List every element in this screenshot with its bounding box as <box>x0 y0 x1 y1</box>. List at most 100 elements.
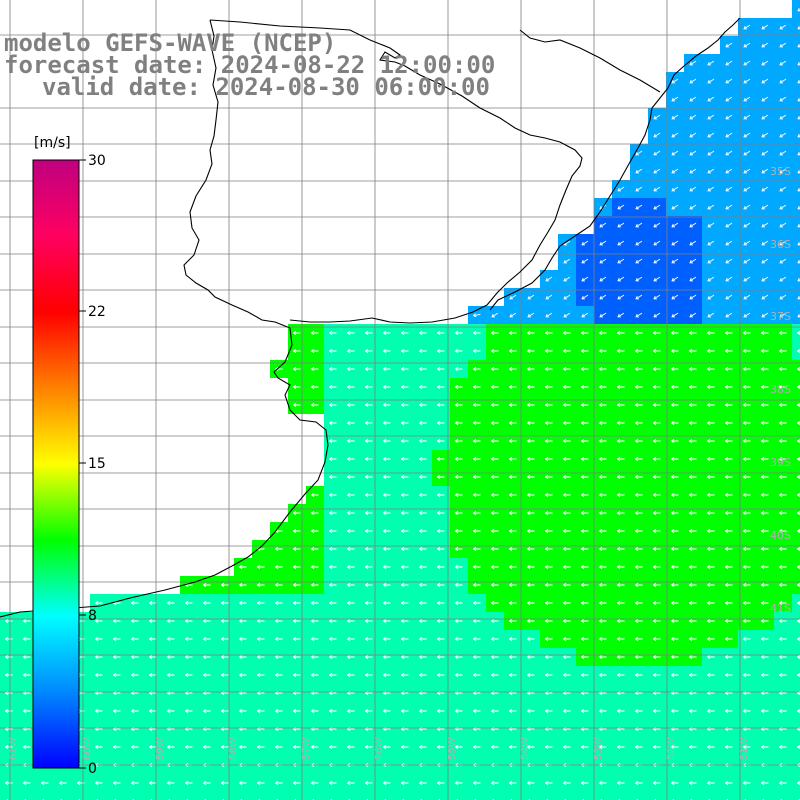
wind-arrow <box>310 582 319 588</box>
wind-arrow <box>328 636 337 642</box>
wind-arrow <box>778 600 787 606</box>
wind-arrow <box>616 438 625 444</box>
wind-arrow <box>706 366 715 372</box>
wind-arrow <box>544 456 553 462</box>
wind-arrow <box>490 546 499 552</box>
wind-arrow <box>202 618 211 624</box>
wind-arrow <box>779 186 787 192</box>
wind-arrow <box>310 672 319 678</box>
field-cell <box>180 792 198 800</box>
wind-arrow <box>436 546 445 552</box>
wind-arrow <box>490 564 499 570</box>
wind-arrow <box>454 564 463 570</box>
wind-arrow <box>761 96 769 102</box>
wind-arrow <box>364 636 373 642</box>
wind-arrow <box>4 618 13 624</box>
wind-arrow <box>725 276 733 282</box>
wind-arrow <box>580 402 589 408</box>
wind-arrow <box>778 654 787 660</box>
wind-arrow <box>779 294 787 300</box>
wind-arrow <box>563 312 571 318</box>
field-cell <box>756 792 774 800</box>
wind-arrow <box>671 168 679 174</box>
wind-arrow <box>779 276 787 282</box>
wind-arrow <box>761 204 769 210</box>
field-cell <box>792 288 800 306</box>
coastline-south-brazil <box>489 17 741 311</box>
wind-arrow <box>148 618 157 624</box>
wind-arrow <box>670 600 679 606</box>
wind-arrow <box>220 672 229 678</box>
wind-arrow <box>274 780 283 786</box>
wind-arrow <box>382 780 391 786</box>
wind-arrow <box>707 222 715 228</box>
wind-arrow <box>545 294 553 300</box>
wind-arrow <box>779 312 787 318</box>
wind-arrow <box>779 204 787 210</box>
wind-arrow <box>617 312 625 318</box>
wind-arrow <box>778 672 787 678</box>
wind-arrow <box>779 258 787 264</box>
wind-arrow <box>436 384 445 390</box>
wind-arrow <box>490 582 499 588</box>
wind-arrow <box>400 438 409 444</box>
wind-arrow <box>779 132 787 138</box>
wind-arrow <box>526 618 535 624</box>
wind-arrow <box>797 25 800 30</box>
wind-arrow <box>634 780 643 786</box>
wind-arrow <box>4 654 13 660</box>
field-cell <box>666 792 684 800</box>
wind-arrow <box>688 330 697 336</box>
field-cell <box>792 774 800 792</box>
wind-arrow <box>743 312 751 318</box>
wind-arrow <box>671 150 679 156</box>
wind-arrow <box>454 582 463 588</box>
wind-arrow <box>706 528 715 534</box>
field-cell <box>738 792 756 800</box>
field-cell <box>216 792 234 800</box>
field-cell <box>126 792 144 800</box>
longitude-label: 52W <box>666 737 677 760</box>
wind-arrow <box>580 384 589 390</box>
wind-arrow <box>436 744 445 750</box>
wind-arrow <box>472 420 481 426</box>
wind-arrow <box>652 456 661 462</box>
wind-arrow <box>166 636 175 642</box>
wind-arrow <box>653 222 661 228</box>
wind-arrow <box>58 780 67 786</box>
wind-arrow <box>364 402 373 408</box>
wind-arrow <box>634 492 643 498</box>
wind-arrow <box>562 636 571 642</box>
wind-arrow <box>328 456 337 462</box>
latitude-label: 41S <box>770 602 791 615</box>
wind-arrow <box>724 384 733 390</box>
wind-arrow <box>526 582 535 588</box>
wind-arrow <box>310 384 319 390</box>
wind-arrow <box>598 384 607 390</box>
wind-arrow <box>706 402 715 408</box>
wind-arrow <box>653 294 661 300</box>
wind-arrow <box>797 241 800 246</box>
wind-arrow <box>346 474 355 480</box>
wind-arrow <box>346 528 355 534</box>
wind-arrow <box>382 384 391 390</box>
longitude-label: 59W <box>155 737 166 760</box>
wind-arrow <box>238 564 247 570</box>
wind-arrow <box>706 546 715 552</box>
wind-arrow <box>778 348 787 354</box>
wind-arrow <box>706 618 715 624</box>
wind-arrow <box>256 654 265 660</box>
field-cell <box>792 378 800 396</box>
wind-arrow <box>418 672 427 678</box>
wind-arrow <box>743 24 751 30</box>
wind-arrow <box>688 420 697 426</box>
wind-arrow <box>418 384 427 390</box>
field-cell <box>774 792 792 800</box>
wind-arrow <box>761 222 769 228</box>
wind-arrow <box>256 780 265 786</box>
wind-arrow <box>742 456 751 462</box>
wind-arrow <box>508 384 517 390</box>
wind-arrow <box>617 258 625 264</box>
wind-arrow <box>346 330 355 336</box>
